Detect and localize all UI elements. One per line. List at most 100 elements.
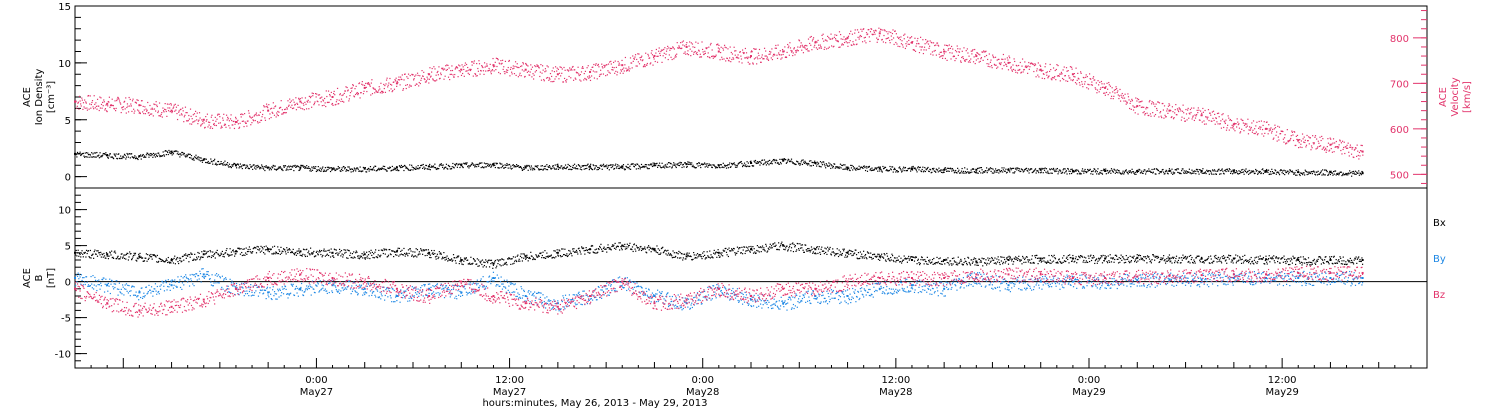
density-series-sample (212, 163, 214, 165)
bx-series-sample (79, 253, 81, 256)
velocity-series-sample (211, 127, 214, 130)
velocity-series-sample (938, 45, 940, 47)
velocity-series-sample (633, 57, 635, 59)
velocity-series-sample (689, 48, 691, 50)
density-series-sample (830, 164, 833, 166)
velocity-series-sample (578, 73, 580, 75)
velocity-series-sample (957, 54, 959, 57)
density-series-sample (1035, 172, 1037, 174)
velocity-series-sample (111, 98, 113, 100)
density-series-sample (1188, 168, 1190, 170)
velocity-series-sample (523, 70, 525, 72)
bx-series-sample (286, 249, 289, 251)
density-series-sample (434, 166, 437, 169)
density-series-sample (796, 160, 798, 162)
velocity-series-sample (520, 75, 522, 77)
density-series-sample (269, 167, 271, 169)
density-series-sample (208, 162, 211, 164)
density-series-sample (442, 164, 444, 166)
bx-series-sample (175, 259, 177, 261)
velocity-series-sample (820, 47, 823, 49)
density-series-sample (1286, 171, 1288, 174)
velocity-series-point (975, 55, 978, 58)
velocity-series-sample (1262, 124, 1264, 127)
density-series-sample (1078, 173, 1080, 175)
bx-series-sample (278, 249, 280, 251)
velocity-series-sample (1116, 91, 1118, 94)
density-series-sample (662, 166, 664, 168)
velocity-series-sample (616, 74, 618, 76)
velocity-series-sample (890, 31, 892, 34)
density-series-sample (1003, 167, 1005, 169)
density-series-sample (346, 169, 348, 171)
velocity-series-sample (1048, 75, 1050, 77)
velocity-series-sample (126, 103, 129, 105)
bx-series-sample (151, 258, 153, 260)
velocity-series-sample (1268, 124, 1270, 126)
velocity-series-sample (1083, 83, 1086, 85)
density-series-sample (1193, 172, 1195, 174)
density-series-sample (343, 166, 345, 168)
density-series-sample (1141, 172, 1143, 174)
density-series-sample (514, 166, 516, 168)
density-series-sample (159, 155, 162, 157)
density-series-sample (103, 153, 106, 155)
velocity-series-sample (1149, 113, 1152, 115)
density-series-sample (385, 169, 387, 171)
density-series-sample (1219, 170, 1221, 172)
velocity-series-sample (837, 41, 839, 43)
density-series-sample (1032, 171, 1034, 173)
velocity-series-sample (124, 100, 126, 102)
velocity-series-sample (887, 33, 889, 35)
velocity-series-sample (561, 68, 563, 70)
bx-series-sample (178, 257, 180, 259)
velocity-series-sample (584, 77, 586, 80)
velocity-series-sample (1296, 138, 1298, 141)
density-series-sample (506, 164, 509, 166)
velocity-series-sample (1117, 94, 1119, 96)
density-series-sample (1069, 173, 1071, 175)
velocity-series-sample (241, 113, 243, 115)
velocity-series-sample (730, 61, 732, 63)
density-series-sample (576, 167, 578, 170)
velocity-series-sample (929, 40, 931, 42)
density-series-sample (685, 163, 687, 165)
density-series-sample (1275, 173, 1277, 175)
velocity-series-sample (955, 57, 957, 60)
velocity-series-sample (1170, 109, 1172, 112)
velocity-series-sample (859, 36, 861, 38)
density-series-sample (1352, 172, 1354, 175)
density-series-sample (813, 162, 815, 164)
density-series-sample (765, 164, 768, 166)
velocity-series-sample (915, 45, 917, 47)
density-series-sample (937, 169, 939, 171)
velocity-series-sample (1278, 139, 1280, 141)
density-series-sample (268, 166, 270, 168)
x-tick-date-label: May28 (879, 387, 912, 398)
density-series-sample (526, 165, 529, 167)
density-series-sample (690, 163, 692, 166)
velocity-series-sample (248, 112, 250, 114)
density-series-sample (276, 168, 278, 170)
velocity-series-sample (642, 59, 644, 61)
velocity-series-sample (1357, 150, 1359, 152)
velocity-series-sample (1087, 88, 1090, 90)
density-series-sample (532, 169, 534, 171)
density-series-sample (1235, 170, 1237, 172)
velocity-series-sample (352, 83, 354, 86)
density-series-sample (1081, 170, 1083, 172)
density-series-sample (692, 164, 694, 166)
velocity-series-sample (314, 101, 316, 103)
bx-series-sample (283, 248, 285, 251)
velocity-series-sample (720, 51, 722, 54)
density-series-sample (403, 164, 406, 167)
bx-series-sample (111, 257, 113, 259)
velocity-series-sample (876, 37, 878, 39)
density-series-sample (893, 168, 895, 171)
bx-series-sample (201, 256, 204, 258)
velocity-series-sample (1340, 149, 1342, 152)
velocity-series-sample (274, 105, 277, 107)
density-series-sample (251, 165, 253, 167)
density-series-sample (917, 167, 919, 169)
velocity-series-sample (360, 92, 362, 94)
